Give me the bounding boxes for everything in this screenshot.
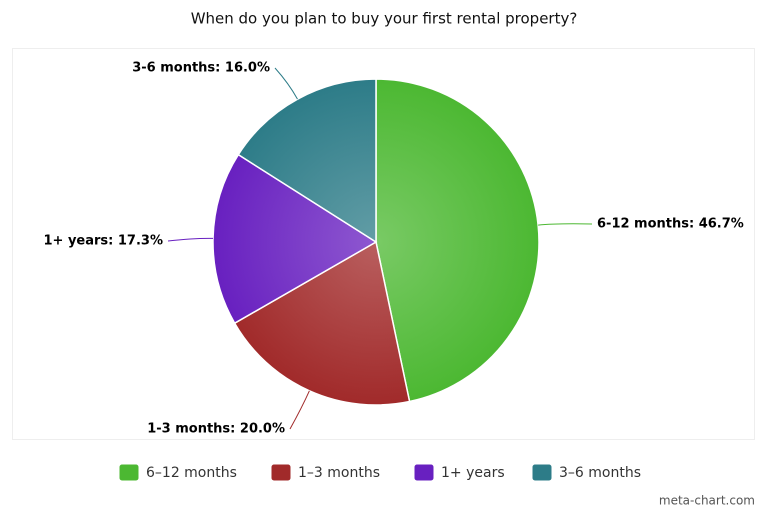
- legend-swatch: [532, 464, 552, 481]
- legend-label: 6–12 months: [146, 465, 237, 481]
- data-label: 6-12 months: 46.7%: [597, 217, 744, 232]
- pie-slice: [212, 153, 378, 325]
- pie-slice: [375, 78, 540, 403]
- leader-line: [289, 390, 310, 430]
- legend-swatch: [414, 464, 434, 481]
- legend-swatch: [119, 464, 139, 481]
- chart-title: When do you plan to buy your first renta…: [191, 10, 578, 28]
- data-label: 3-6 months: 16.0%: [132, 61, 270, 76]
- legend-label: 1+ years: [441, 465, 505, 481]
- data-label: 1-3 months: 20.0%: [147, 422, 285, 437]
- data-label: 1+ years: 17.3%: [43, 234, 163, 249]
- leader-line: [167, 237, 214, 242]
- credit: meta-chart.com: [659, 494, 755, 508]
- legend-label: 3–6 months: [559, 465, 641, 481]
- legend-swatch: [271, 464, 291, 481]
- leader-line: [538, 223, 593, 226]
- leader-line: [274, 67, 298, 100]
- pie-slice: [237, 78, 377, 244]
- legend-label: 1–3 months: [298, 465, 380, 481]
